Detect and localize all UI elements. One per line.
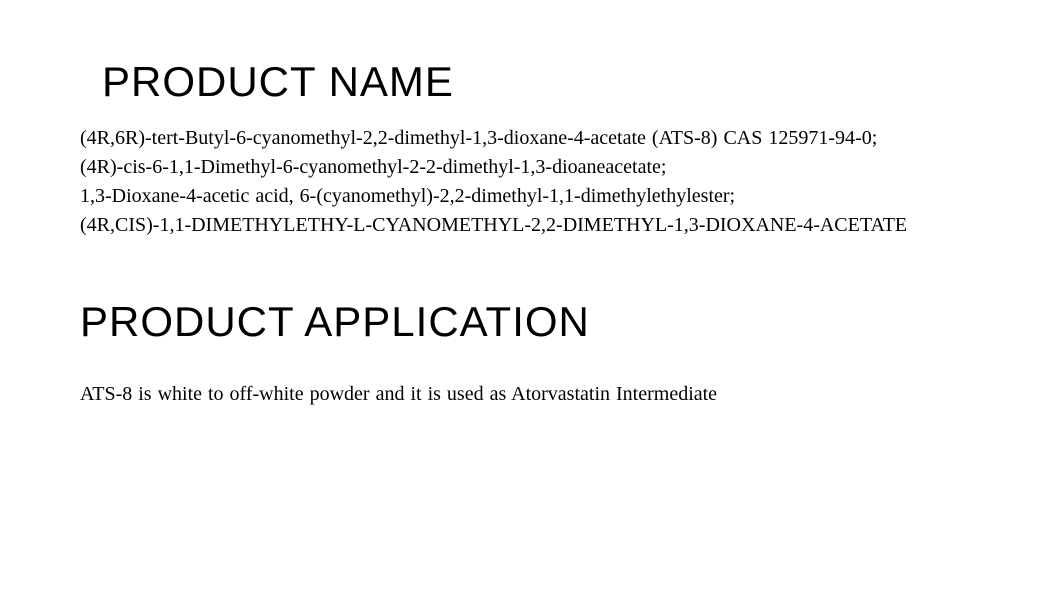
product-name-line-2: (4R)-cis-6-1,1-Dimethyl-6-cyanomethyl-2-…	[80, 153, 980, 182]
product-name-line-4: (4R,CIS)-1,1-DIMETHYLETHY-L-CYANOMETHYL-…	[80, 211, 980, 240]
product-name-heading: PRODUCT NAME	[102, 58, 980, 106]
product-name-body: (4R,6R)-tert-Butyl-6-cyanomethyl-2,2-dim…	[80, 124, 980, 240]
document-page: PRODUCT NAME (4R,6R)-tert-Butyl-6-cyanom…	[0, 0, 1060, 596]
product-application-heading: PRODUCT APPLICATION	[80, 298, 980, 346]
product-name-line-1: (4R,6R)-tert-Butyl-6-cyanomethyl-2,2-dim…	[80, 124, 980, 153]
product-name-line-3: 1,3-Dioxane-4-acetic acid, 6-(cyanomethy…	[80, 182, 980, 211]
product-application-body: ATS-8 is white to off-white powder and i…	[80, 380, 980, 409]
